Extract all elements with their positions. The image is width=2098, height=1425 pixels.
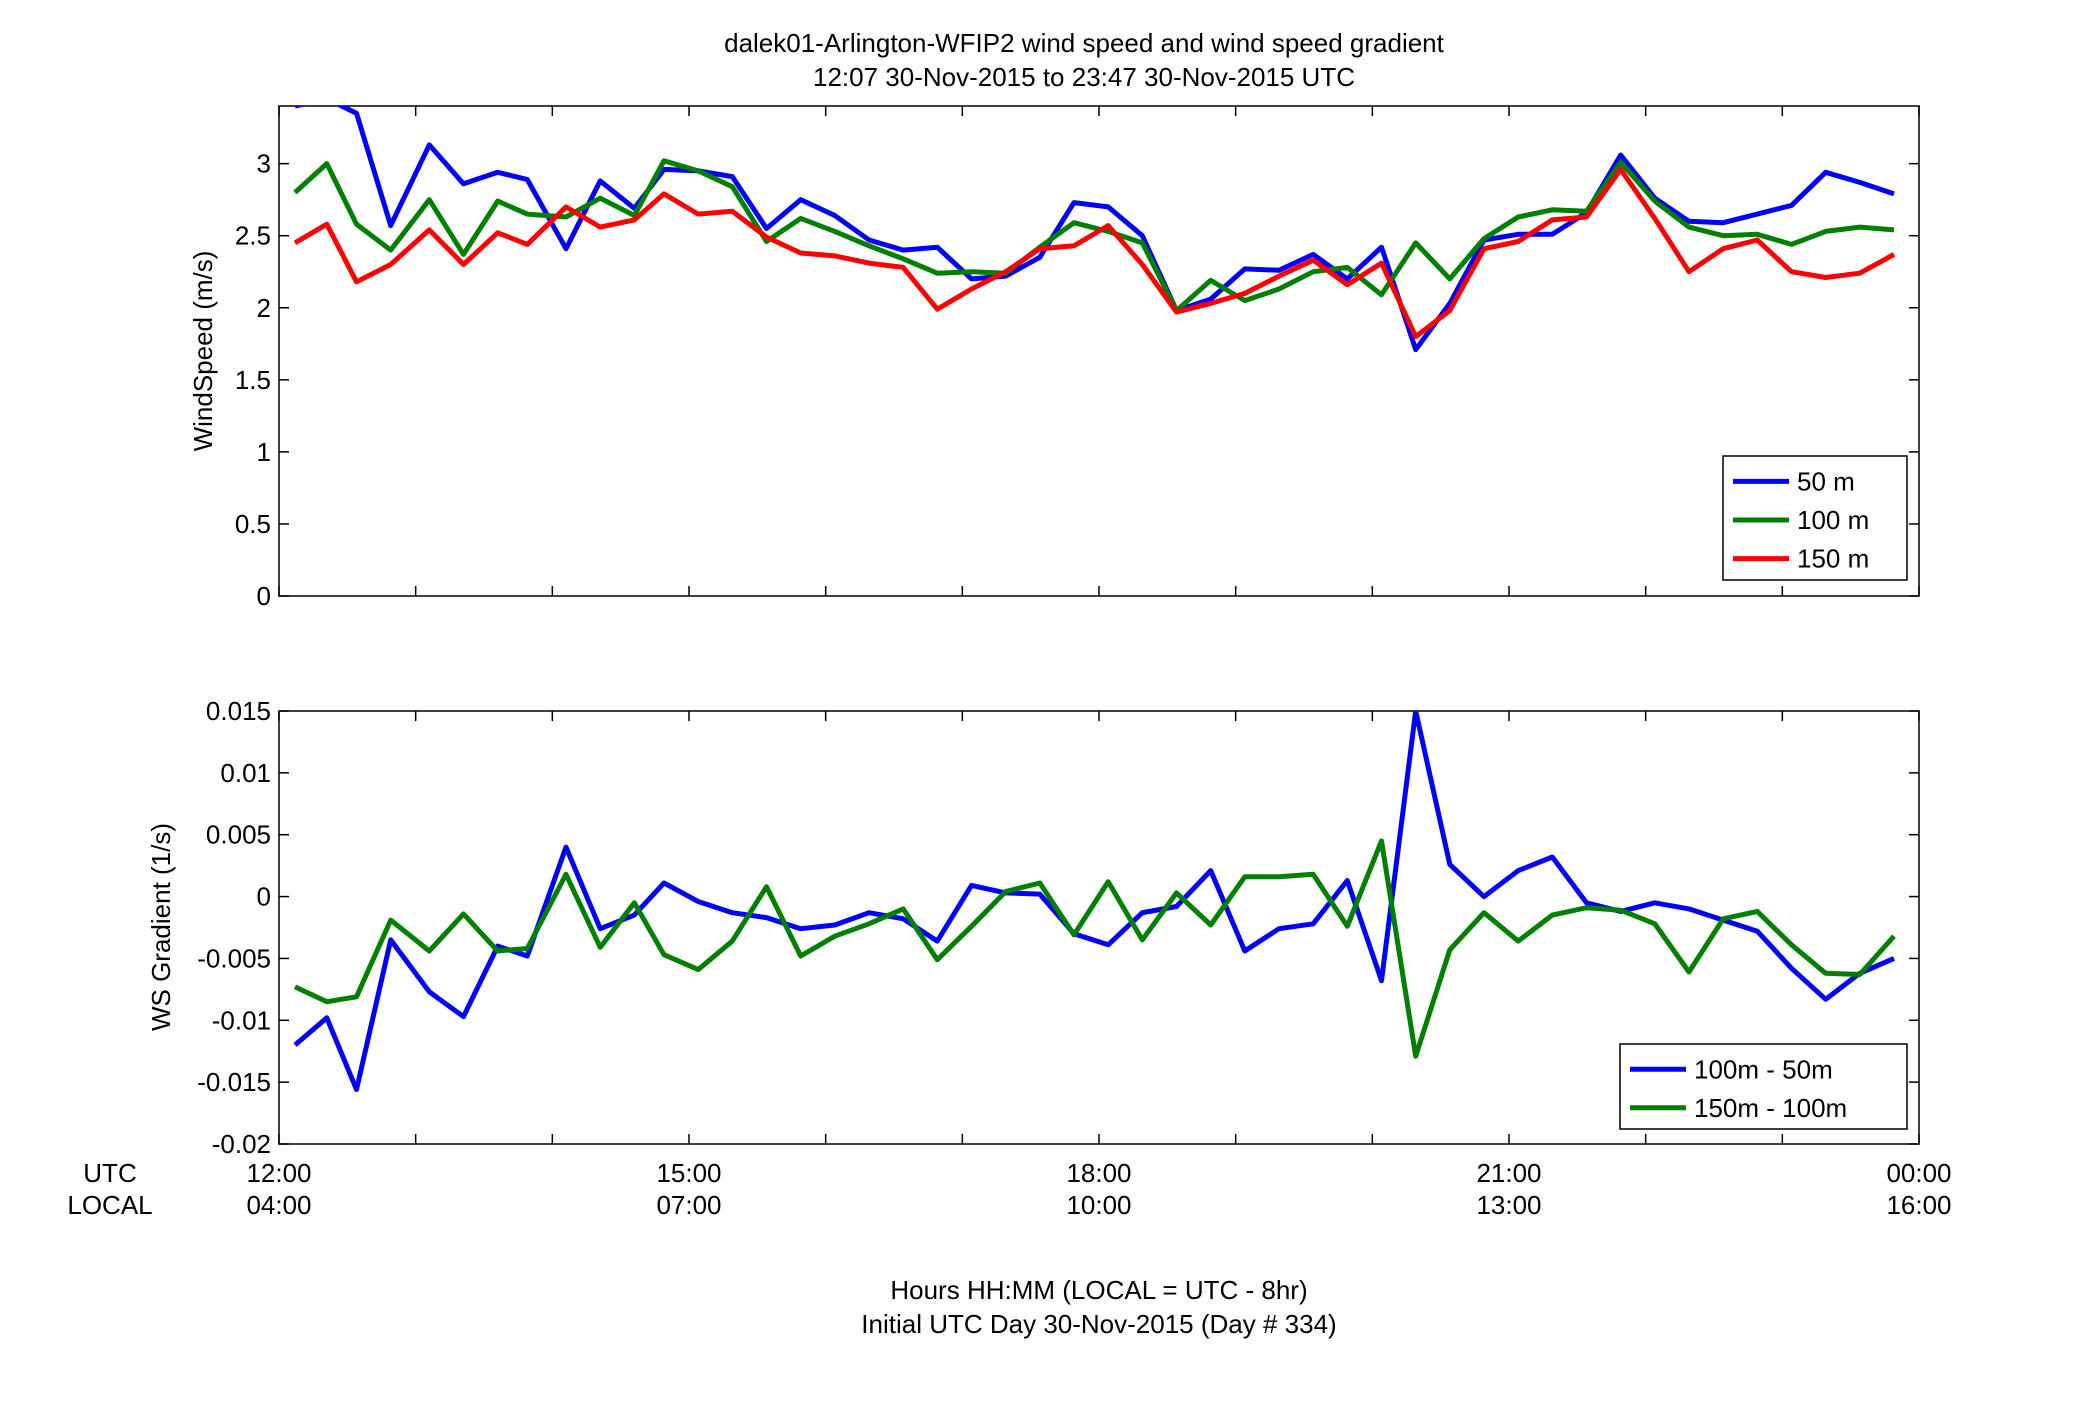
x-tick-label-utc: 00:00 xyxy=(1886,1158,1951,1188)
windspeed-legend-label: 100 m xyxy=(1797,505,1869,535)
windspeed-series-2 xyxy=(293,166,1896,340)
x-tick-label-local: 13:00 xyxy=(1476,1190,1541,1220)
gradient-legend-label: 150m - 100m xyxy=(1694,1093,1847,1123)
gradient-ytick-label: 0.005 xyxy=(206,820,271,850)
windspeed-lines xyxy=(293,106,1896,353)
gradient-ytick-label: 0 xyxy=(257,882,271,912)
windspeed-ytick-label: 2 xyxy=(257,293,271,323)
gradient-plot: -0.02 -0.015 -0.01 -0.005 0 0.005 0.01 0.015 WS… xyxy=(146,696,1920,1159)
x-tick-label-local: 10:00 xyxy=(1066,1190,1131,1220)
gradient-legend-box xyxy=(1619,1043,1908,1130)
chart-title-line1: dalek01-Arlington-WFIP2 wind speed and w… xyxy=(724,28,1445,58)
chart-title-line2: 12:07 30-Nov-2015 to 23:47 30-Nov-2015 U… xyxy=(813,62,1355,92)
gradient-series-1 xyxy=(293,838,1896,1059)
x-tick-label-utc: 12:00 xyxy=(246,1158,311,1188)
gradient-legend-label: 100m - 50m xyxy=(1694,1054,1833,1084)
x-tick-label-local: 04:00 xyxy=(246,1190,311,1220)
gradient-ylabel: WS Gradient (1/s) xyxy=(146,823,176,1031)
gradient-yticks: -0.02 -0.015 -0.01 -0.005 0 0.005 0.01 0.015 xyxy=(197,696,1919,1159)
gradient-xticks xyxy=(278,711,1920,1144)
windspeed-plot: 0 0.5 1 1.5 2 2.5 3 WindSpeed (m/s) 50 m 100 m 1… xyxy=(188,105,1920,611)
gradient-ytick-label: -0.005 xyxy=(197,943,271,973)
windspeed-yticks: 0 0.5 1 1.5 2 2.5 3 xyxy=(235,149,1919,611)
x-axis-label-line1: Hours HH:MM (LOCAL = UTC - 8hr) xyxy=(890,1275,1307,1305)
gradient-ytick-label: -0.01 xyxy=(212,1005,271,1035)
gradient-ytick-label: -0.02 xyxy=(212,1129,271,1159)
gradient-legend: 100m - 50m 150m - 100m xyxy=(1619,1043,1908,1130)
x-tick-label-local: 07:00 xyxy=(656,1190,721,1220)
windspeed-ytick-label: 1 xyxy=(257,437,271,467)
gradient-ytick-label: 0.01 xyxy=(220,758,271,788)
x-row-label-local: LOCAL xyxy=(67,1190,152,1220)
x-tick-label-utc: 15:00 xyxy=(656,1158,721,1188)
x-tick-label-local: 16:00 xyxy=(1886,1190,1951,1220)
windspeed-ytick-label: 0.5 xyxy=(235,509,271,539)
gradient-ytick-label: 0.015 xyxy=(206,696,271,726)
windspeed-legend-label: 50 m xyxy=(1797,466,1855,496)
x-tick-label-utc: 21:00 xyxy=(1476,1158,1541,1188)
x-row-label-utc: UTC xyxy=(83,1158,136,1188)
windspeed-series-0 xyxy=(295,106,1895,353)
x-tick-label-utc: 18:00 xyxy=(1066,1158,1131,1188)
windspeed-ylabel: WindSpeed (m/s) xyxy=(188,251,218,452)
windspeed-ytick-label: 0 xyxy=(257,581,271,611)
windspeed-ytick-label: 2.5 xyxy=(235,221,271,251)
gradient-lines xyxy=(293,711,1896,1093)
windspeed-ytick-label: 3 xyxy=(257,149,271,179)
windspeed-ytick-label: 1.5 xyxy=(235,365,271,395)
windspeed-xticks xyxy=(278,106,1920,596)
gradient-ytick-label: -0.015 xyxy=(197,1067,271,1097)
windspeed-legend-label: 150 m xyxy=(1797,544,1869,574)
windspeed-legend: 50 m 100 m 150 m xyxy=(1722,455,1908,581)
x-axis-label-line2: Initial UTC Day 30-Nov-2015 (Day # 334) xyxy=(861,1309,1336,1339)
